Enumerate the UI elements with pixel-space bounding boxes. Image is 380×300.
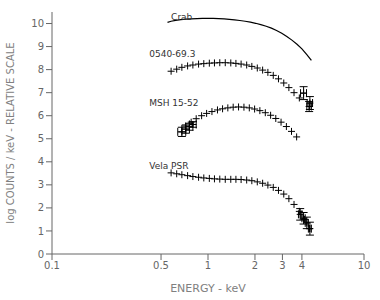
svg-text:2: 2: [252, 260, 258, 271]
svg-text:MSH 15-52: MSH 15-52: [149, 98, 198, 108]
svg-text:Vela PSR: Vela PSR: [149, 161, 188, 171]
svg-text:9: 9: [38, 41, 44, 52]
svg-text:0540-69.3: 0540-69.3: [149, 49, 195, 59]
svg-text:5: 5: [38, 133, 44, 144]
svg-text:4: 4: [38, 156, 44, 167]
svg-text:1: 1: [205, 260, 211, 271]
svg-text:0: 0: [38, 249, 44, 260]
svg-text:4: 4: [299, 260, 305, 271]
svg-text:10: 10: [31, 18, 44, 29]
svg-text:6: 6: [38, 110, 44, 121]
svg-text:7: 7: [38, 87, 44, 98]
svg-text:8: 8: [38, 64, 44, 75]
svg-text:Crab: Crab: [171, 12, 192, 22]
svg-text:log COUNTS / keV - RELATIVE SC: log COUNTS / keV - RELATIVE SCALE: [8, 42, 16, 223]
svg-text:2: 2: [38, 202, 44, 213]
svg-text:0.5: 0.5: [153, 260, 169, 271]
svg-text:ENERGY - keV: ENERGY - keV: [170, 282, 246, 295]
svg-text:10: 10: [358, 260, 371, 271]
svg-text:1: 1: [38, 226, 44, 237]
svg-text:0.1: 0.1: [44, 260, 60, 271]
svg-text:3: 3: [38, 179, 44, 190]
svg-text:3: 3: [279, 260, 285, 271]
